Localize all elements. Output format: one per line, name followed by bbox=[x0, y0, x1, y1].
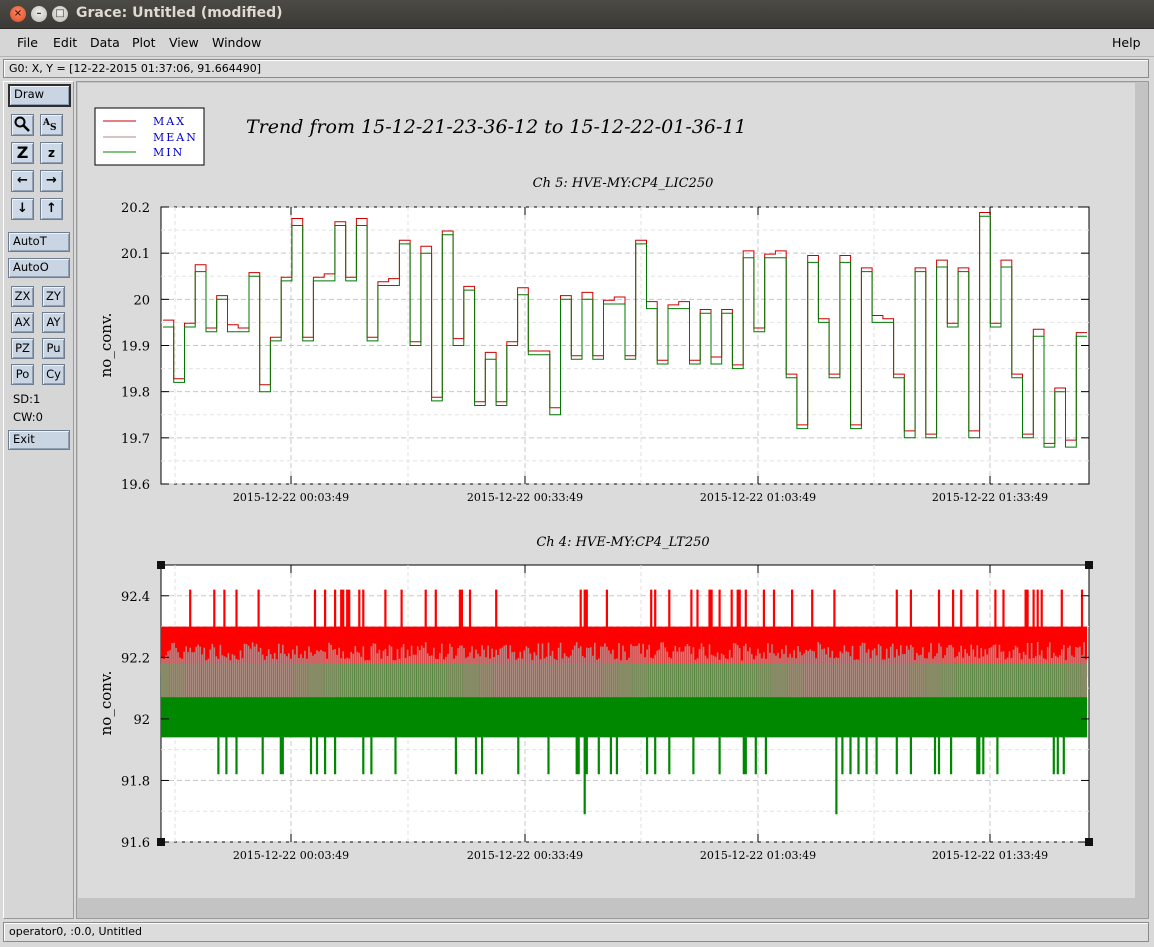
plot-canvas[interactable]: MAX MEAN MIN Trend from 15-12-21-23-36-1… bbox=[78, 83, 1135, 898]
x-tick-label: 2015-12-22 01:33:49 bbox=[932, 491, 1048, 504]
y-tick-label: 91.6 bbox=[121, 836, 150, 851]
graph2-handle-bl bbox=[157, 838, 165, 846]
y-tick-label: 92.2 bbox=[121, 651, 150, 666]
menu-plot[interactable]: Plot bbox=[132, 35, 156, 50]
x-tick-label: 2015-12-22 00:33:49 bbox=[467, 849, 583, 862]
graph2-handle-br bbox=[1085, 838, 1093, 846]
zoom-y-button[interactable]: ZY bbox=[42, 286, 65, 307]
graph2-title: Ch 4: HVE-MY:CP4_LT250 bbox=[536, 535, 709, 550]
locator-readout: G0: X, Y = [12-22-2015 01:37:06, 91.6644… bbox=[3, 59, 1149, 78]
scroll-down-icon[interactable]: ↓ bbox=[11, 198, 34, 220]
cycle-button[interactable]: Cy bbox=[42, 364, 65, 385]
y-tick-label: 19.7 bbox=[121, 432, 150, 447]
graph-ch5[interactable]: Ch 5: HVE-MY:CP4_LIC250 19.6 19.7 19.8 19.9… bbox=[97, 176, 1090, 504]
y-tick-label: 19.6 bbox=[121, 478, 150, 493]
maximize-window-button[interactable]: □ bbox=[52, 6, 68, 22]
graph2-ylabel: no_conv. bbox=[97, 671, 115, 736]
y-tick-label: 19.8 bbox=[121, 386, 150, 401]
menu-view[interactable]: View bbox=[169, 35, 199, 50]
autoscale-on-button[interactable]: AutoO bbox=[8, 258, 70, 278]
stack-depth-label: SD:1 bbox=[13, 392, 41, 406]
scroll-up-icon[interactable]: ↑ bbox=[40, 198, 63, 220]
x-tick-label: 2015-12-22 00:03:49 bbox=[233, 491, 349, 504]
y-tick-label: 92 bbox=[133, 713, 150, 728]
zoom-out-icon[interactable]: Z bbox=[11, 142, 34, 164]
draw-button[interactable]: Draw bbox=[8, 84, 71, 107]
graph1-ticks: 19.6 19.7 19.8 19.9 20 20.1 20.2 2015-12-22 00:… bbox=[121, 201, 1089, 504]
minimize-window-button[interactable]: – bbox=[31, 6, 47, 22]
menu-edit[interactable]: Edit bbox=[53, 35, 78, 50]
canvas-area[interactable]: MAX MEAN MIN Trend from 15-12-21-23-36-1… bbox=[76, 81, 1149, 919]
x-tick-label: 2015-12-22 00:33:49 bbox=[467, 491, 583, 504]
menu-data[interactable]: Data bbox=[90, 35, 120, 50]
close-window-button[interactable]: × bbox=[10, 6, 26, 22]
zoom-icon[interactable] bbox=[11, 114, 34, 136]
pop-button[interactable]: Po bbox=[11, 364, 34, 385]
zoom-in-icon[interactable]: z bbox=[40, 142, 63, 164]
series-mean-band bbox=[161, 642, 1087, 698]
svg-text:A: A bbox=[42, 118, 51, 128]
window-title: Grace: Untitled (modified) bbox=[76, 5, 283, 21]
graph-ch4[interactable]: Ch 4: HVE-MY:CP4_LT250 91.6 91.8 92 92.2 92.… bbox=[97, 535, 1093, 862]
series-min-line bbox=[163, 215, 1087, 448]
zoom-x-button[interactable]: ZX bbox=[11, 286, 34, 307]
push-button[interactable]: Pu bbox=[42, 338, 65, 359]
graph2-ticks: 91.6 91.8 92 92.2 92.4 2015-12-22 00:03:49 201… bbox=[121, 565, 1089, 862]
status-bar: operator0, :0.0, Untitled bbox=[3, 922, 1149, 942]
x-tick-label: 2015-12-22 00:03:49 bbox=[233, 849, 349, 862]
plot-svg[interactable]: MAX MEAN MIN Trend from 15-12-21-23-36-1… bbox=[78, 83, 1135, 898]
y-tick-label: 92.4 bbox=[121, 590, 150, 605]
legend[interactable]: MAX MEAN MIN bbox=[94, 107, 205, 166]
legend-max-label: MAX bbox=[153, 115, 186, 128]
graph1-title: Ch 5: HVE-MY:CP4_LIC250 bbox=[533, 176, 714, 191]
graph2-handle-tr bbox=[1085, 561, 1093, 569]
svg-text:S: S bbox=[50, 123, 57, 133]
push-zoom-button[interactable]: PZ bbox=[11, 338, 34, 359]
menu-help[interactable]: Help bbox=[1112, 35, 1141, 50]
menu-window[interactable]: Window bbox=[212, 35, 262, 50]
exit-button[interactable]: Exit bbox=[8, 430, 70, 450]
menu-file[interactable]: File bbox=[17, 35, 38, 50]
scroll-left-icon[interactable]: ← bbox=[11, 170, 34, 192]
y-tick-label: 20.1 bbox=[121, 247, 150, 262]
autotick-button[interactable]: AutoT bbox=[8, 232, 70, 252]
graph1-ylabel: no_conv. bbox=[97, 313, 115, 378]
y-tick-label: 91.8 bbox=[121, 774, 150, 789]
x-tick-label: 2015-12-22 01:03:49 bbox=[700, 491, 816, 504]
autoscale-y-button[interactable]: AY bbox=[42, 312, 65, 333]
x-tick-label: 2015-12-22 01:33:49 bbox=[932, 849, 1048, 862]
y-tick-label: 20.2 bbox=[121, 201, 150, 216]
autoscale-x-button[interactable]: AX bbox=[11, 312, 34, 333]
title-bar: × – □ Grace: Untitled (modified) bbox=[0, 0, 1154, 29]
menu-bar: File Edit Data Plot View Window Help bbox=[0, 29, 1154, 57]
plot-title: Trend from 15-12-21-23-36-12 to 15-12-22… bbox=[246, 116, 747, 138]
legend-mean-label: MEAN bbox=[153, 131, 198, 144]
current-world-label: CW:0 bbox=[13, 410, 43, 424]
legend-min-label: MIN bbox=[153, 146, 184, 159]
scroll-right-icon[interactable]: → bbox=[40, 170, 63, 192]
x-tick-label: 2015-12-22 01:03:49 bbox=[700, 849, 816, 862]
graph1-series bbox=[163, 212, 1087, 448]
graph2-handle-tl bbox=[157, 561, 165, 569]
series-min-band bbox=[160, 663, 1088, 815]
y-tick-label: 20 bbox=[133, 293, 150, 308]
y-tick-label: 19.9 bbox=[121, 340, 150, 355]
graph2-series bbox=[160, 589, 1088, 815]
